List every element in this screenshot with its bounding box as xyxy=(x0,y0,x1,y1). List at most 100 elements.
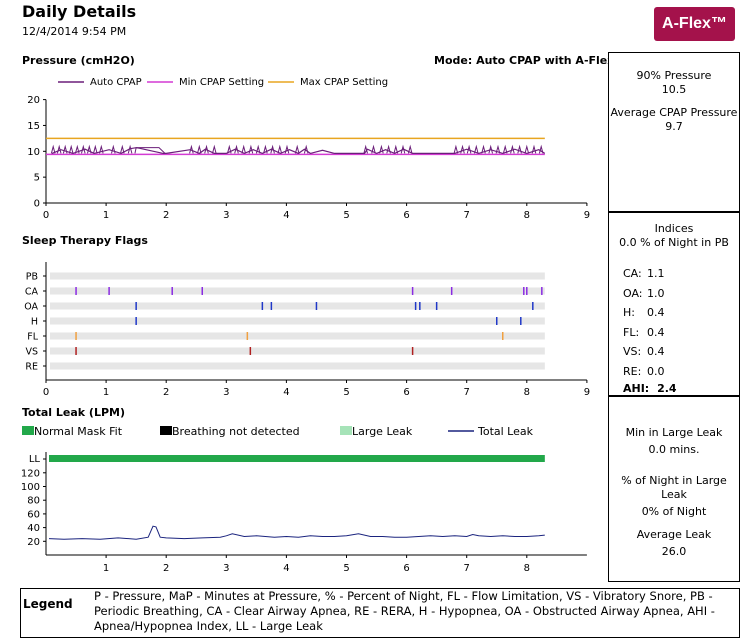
pressure-x-tick-label: 4 xyxy=(283,210,289,221)
auto-cpap-spike xyxy=(371,144,376,154)
auto-cpap-spike xyxy=(263,144,268,154)
auto-cpap-spike xyxy=(227,144,232,154)
index-label: RE: xyxy=(623,364,642,378)
auto-cpap-spike xyxy=(81,144,86,154)
auto-cpap-spike xyxy=(294,144,300,154)
legend-text: P - Pressure, MaP - Minutes at Pressure,… xyxy=(94,589,715,633)
auto-cpap-spike xyxy=(538,144,544,154)
auto-cpap-spike xyxy=(50,144,56,154)
auto-cpap-plateau xyxy=(134,147,166,154)
leak-section-title: Total Leak (LPM) xyxy=(22,406,125,419)
index-label: VS: xyxy=(623,345,642,358)
auto-cpap-spike xyxy=(197,144,202,154)
auto-cpap-spike xyxy=(502,144,508,154)
auto-cpap-spike xyxy=(99,144,104,154)
leak-legend-swatch xyxy=(340,426,352,435)
flags-section-title: Sleep Therapy Flags xyxy=(22,234,148,247)
flag-row-label: CA xyxy=(25,287,39,298)
flags-x-tick-label: 1 xyxy=(103,387,109,398)
auto-cpap-spike xyxy=(407,144,413,154)
pressure-x-tick-label: 8 xyxy=(524,210,530,221)
auto-cpap-spike xyxy=(93,144,98,154)
index-row: OA: 1.0 xyxy=(623,287,665,300)
a-flex-logo: A-Flex™ xyxy=(654,7,735,41)
pressure-x-tick-label: 6 xyxy=(403,210,409,221)
auto-cpap-spike xyxy=(255,144,261,154)
auto-cpap-spike xyxy=(189,144,194,154)
leak-ll-label: LL xyxy=(29,454,41,465)
leak-legend-swatch xyxy=(22,426,34,435)
index-row: H: 0.4 xyxy=(623,306,665,319)
flag-row-band xyxy=(50,287,545,295)
auto-cpap-spike xyxy=(204,144,209,154)
therapy-mode: Mode: Auto CPAP with A-Flex xyxy=(434,54,615,67)
auto-cpap-spike xyxy=(248,144,254,154)
auto-cpap-line xyxy=(51,147,546,155)
leak-legend-label: Normal Mask Fit xyxy=(34,425,123,438)
auto-cpap-spike xyxy=(495,144,501,154)
auto-cpap-spike xyxy=(466,144,472,154)
auto-cpap-spike xyxy=(531,144,537,154)
large-leak-pct-value: 0% of Night xyxy=(641,505,707,518)
flags-x-tick-label: 0 xyxy=(43,387,49,398)
p90-label: 90% Pressure xyxy=(636,69,712,82)
leak-x-tick-label: 6 xyxy=(403,563,409,574)
total-leak-line xyxy=(48,525,545,540)
index-row: RE: 0.0 xyxy=(623,364,665,378)
index-value: 0.4 xyxy=(647,325,665,339)
pressure-legend-label: Min CPAP Setting xyxy=(179,77,264,88)
pressure-y-tick-label: 10 xyxy=(27,147,40,158)
flag-row-band xyxy=(50,302,545,310)
leak-x-tick-label: 8 xyxy=(524,563,530,574)
index-row: CA: 1.1 xyxy=(623,267,665,280)
pressure-legend-label: Auto CPAP xyxy=(90,77,142,88)
flag-row-band xyxy=(50,272,545,280)
auto-cpap-spike xyxy=(111,144,116,154)
pressure-x-tick-label: 7 xyxy=(464,210,470,221)
leak-y-tick-label: 60 xyxy=(27,509,40,520)
ahi-label: AHI: xyxy=(623,382,650,395)
indices-panel: Indices 0.0 % of Night in PB CA: 1.1 OA: 1.… xyxy=(608,212,740,396)
leak-x-tick-label: 1 xyxy=(103,563,109,574)
auto-cpap-spike xyxy=(474,144,479,154)
p90-value: 10.5 xyxy=(661,83,687,96)
auto-cpap-spike xyxy=(524,144,530,154)
indices-title: Indices xyxy=(654,222,694,235)
pressure-x-tick-label: 5 xyxy=(343,210,349,221)
leak-x-tick-label: 7 xyxy=(464,563,470,574)
pb-percent: 0.0 % of Night in PB xyxy=(619,236,729,249)
auto-cpap-spike xyxy=(241,144,246,154)
auto-cpap-spike xyxy=(393,144,399,154)
flag-row-label: VS xyxy=(25,347,38,358)
pressure-x-tick-label: 2 xyxy=(163,210,169,221)
leak-legend-label: Large Leak xyxy=(352,425,413,438)
flag-row-label: H xyxy=(31,317,38,328)
large-leak-pct-label: % of Night in Large Leak xyxy=(621,474,727,501)
index-label: FL: xyxy=(623,325,640,339)
pressure-y-tick-label: 20 xyxy=(27,95,40,106)
index-row: FL: 0.4 xyxy=(623,325,665,339)
pressure-x-tick-label: 3 xyxy=(223,210,229,221)
leak-legend-label: Total Leak xyxy=(477,425,534,438)
index-row: VS: 0.4 xyxy=(623,345,665,358)
leak-y-tick-label: 40 xyxy=(27,523,40,534)
charts-area: Auto CPAP Min CPAP Setting Max CPAP Settin… xyxy=(21,77,590,574)
leak-x-tick-label: 5 xyxy=(343,563,349,574)
index-label: CA: xyxy=(623,267,642,280)
flags-x-tick-label: 5 xyxy=(343,387,349,398)
pressure-y-tick-label: 0 xyxy=(34,199,40,210)
index-value: 0.4 xyxy=(647,345,665,358)
auto-cpap-spike xyxy=(120,144,125,154)
flag-row-band xyxy=(50,347,545,355)
flags-x-tick-label: 7 xyxy=(464,387,470,398)
pressure-x-tick-label: 9 xyxy=(584,210,590,221)
auto-cpap-spike xyxy=(460,144,465,154)
auto-cpap-spike xyxy=(303,144,309,154)
avg-pressure-label: Average CPAP Pressure xyxy=(610,106,738,119)
normal-mask-fit-bar xyxy=(49,455,545,462)
pressure-y-tick-label: 5 xyxy=(34,173,40,184)
index-value: 1.1 xyxy=(647,267,665,280)
page-title: Daily Details xyxy=(22,2,137,21)
flag-row-label: RE xyxy=(25,362,38,373)
pressure-stats-panel: 90% Pressure 10.5 Average CPAP Pressure … xyxy=(608,52,740,212)
